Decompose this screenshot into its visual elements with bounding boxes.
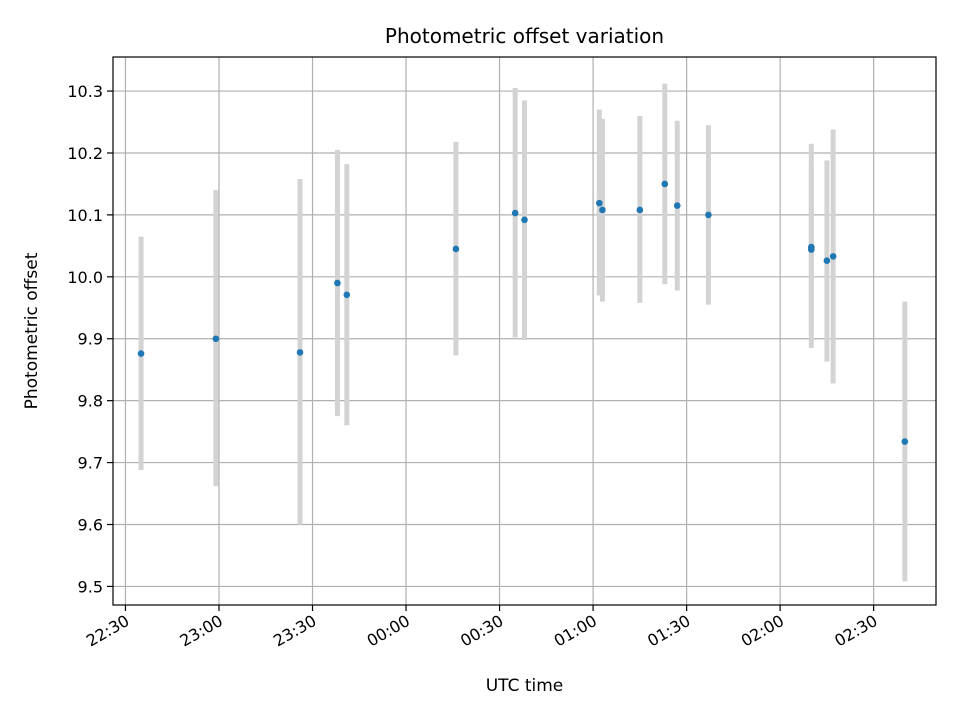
- data-point: [511, 209, 519, 217]
- y-tick-label: 10.1: [67, 206, 103, 225]
- data-point: [137, 350, 145, 357]
- data-points: [137, 180, 909, 445]
- data-point: [343, 291, 351, 299]
- data-point: [661, 180, 669, 188]
- y-tick-label: 9.9: [78, 330, 103, 349]
- y-tick-label: 9.8: [78, 392, 103, 411]
- data-point: [823, 257, 831, 265]
- data-point: [808, 243, 815, 251]
- y-tick-label: 9.5: [78, 577, 103, 596]
- data-point: [212, 335, 220, 343]
- plot-frame: [112, 56, 937, 606]
- y-tick-label: 10.3: [67, 82, 103, 101]
- data-point: [599, 206, 606, 214]
- data-point: [596, 199, 603, 207]
- y-axis-ticks: 9.5 9.6 9.7 9.8 9.9 10.0 10.1 10.2 10.3: [67, 82, 113, 596]
- data-point: [636, 206, 644, 214]
- y-tick-label: 10.2: [67, 144, 103, 163]
- data-point: [673, 202, 681, 209]
- y-tick-label: 10.0: [67, 268, 103, 287]
- y-tick-label: 9.6: [78, 516, 103, 535]
- y-tick-label: 9.7: [78, 454, 103, 473]
- data-point: [521, 216, 528, 224]
- data-point: [829, 253, 837, 260]
- data-point: [334, 279, 341, 287]
- x-axis-label: UTC time: [486, 676, 564, 696]
- data-point: [296, 349, 304, 356]
- data-point: [901, 438, 909, 445]
- chart-title: Photometric offset variation: [385, 24, 664, 48]
- data-point: [705, 211, 712, 219]
- data-point: [452, 245, 460, 253]
- y-axis-label: Photometric offset: [22, 252, 42, 409]
